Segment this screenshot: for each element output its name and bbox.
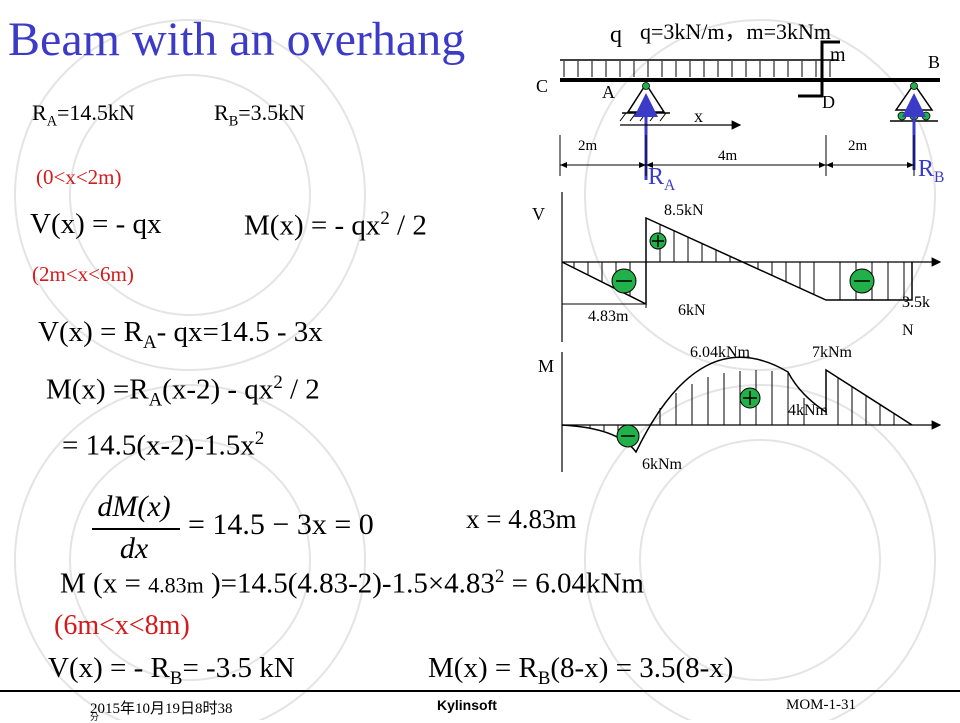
couple-label: m xyxy=(830,44,846,66)
region3-range: (6m<x<8m) xyxy=(54,610,190,641)
region1-range: (0<x<2m) xyxy=(36,165,122,189)
moment-right-mid-label: 4kNm xyxy=(788,402,828,419)
reaction-b-label: RB xyxy=(918,156,945,186)
shear-min-label: 6kN xyxy=(678,302,706,319)
shear-zero-position-label: 4.83m xyxy=(588,308,629,325)
max-moment-eq: M (x = 4.83m )=14.5(4.83-2)-1.5×4.832 = … xyxy=(60,566,644,600)
x-label: x xyxy=(694,106,703,126)
shear-max-label: 8.5kN xyxy=(664,202,704,219)
footer-brand: Kylinsoft xyxy=(437,697,497,713)
shear-end-label: 3.5k xyxy=(902,294,930,311)
derivative-numerator: dM(x) xyxy=(97,490,171,523)
loads-label: q=3kN/m，m=3kNm xyxy=(640,19,832,44)
footer-date: 2015年10月19日8时38 xyxy=(90,701,233,717)
dim-2m-right: 2m xyxy=(848,138,868,154)
region2-shear-eq: V(x) = RA- qx=14.5 - 3x xyxy=(38,316,323,353)
moment-right-top-label: 7kNm xyxy=(812,344,852,361)
reaction-a-label: RA xyxy=(648,164,676,194)
footer-page-number: MOM-1-31 xyxy=(786,697,856,713)
dim-2m-left: 2m xyxy=(578,138,598,154)
footer-divider xyxy=(0,690,960,692)
derivative-equation: = 14.5 − 3x = 0 xyxy=(188,508,374,541)
beam xyxy=(559,40,940,180)
load-q-label: q xyxy=(610,22,622,48)
reaction-ra: RA=14.5kN xyxy=(32,100,135,130)
couple-icon xyxy=(798,40,840,98)
shear-axis-label: V xyxy=(532,204,545,224)
page-title: Beam with an overhang xyxy=(8,13,466,66)
region2-range: (2m<x<6m) xyxy=(32,262,134,286)
moment-min-label: 6kNm xyxy=(642,456,682,473)
region1-moment-eq: M(x) = - qx2 / 2 xyxy=(244,208,427,242)
region2-moment-eq: M(x) =RA(x-2) - qx2 / 2 xyxy=(46,372,320,411)
moment-axis-label: M xyxy=(538,356,555,376)
point-a-label: A xyxy=(602,82,615,102)
distributed-load-arrows xyxy=(563,61,831,77)
shear-end-label-2: N xyxy=(902,322,914,339)
point-b-label: B xyxy=(928,52,941,72)
region1-shear-eq: V(x) = - qx xyxy=(30,208,162,240)
region3-shear-eq: V(x) = - RB= -3.5 kN xyxy=(48,652,295,689)
derivative-denominator: dx xyxy=(119,532,149,565)
point-c-label: C xyxy=(536,76,549,96)
region2-moment-eq-expanded: = 14.5(x-2)-1.5x2 xyxy=(62,428,265,462)
fraction-bar xyxy=(92,528,180,530)
region3-moment-eq: M(x) = RB(8-x) = 3.5(8-x) xyxy=(428,652,734,689)
x-result: x = 4.83m xyxy=(466,504,577,534)
footer-date-line2: 分 xyxy=(90,712,100,722)
point-d-label: D xyxy=(822,92,835,112)
reaction-rb: RB=3.5kN xyxy=(214,100,306,130)
moment-diagram xyxy=(561,352,942,472)
shear-diagram xyxy=(561,192,942,342)
dim-4m: 4m xyxy=(718,148,738,164)
moment-max-label: 6.04kNm xyxy=(690,344,750,361)
